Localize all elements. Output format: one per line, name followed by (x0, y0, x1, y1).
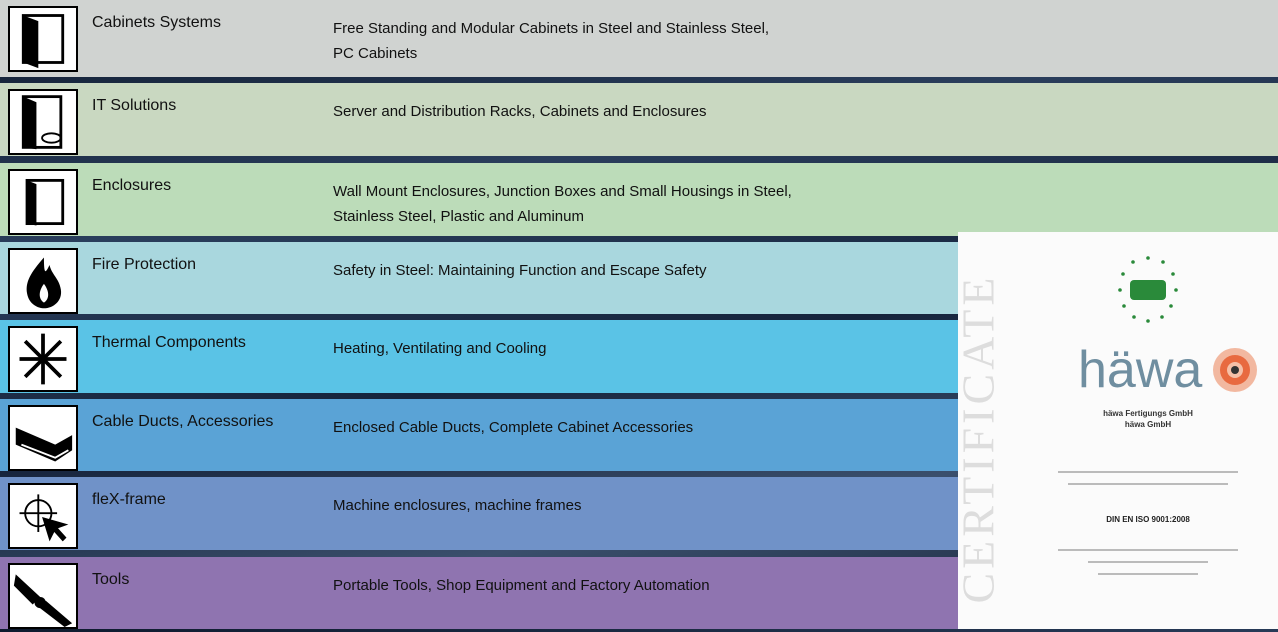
certificate: CERTIFICATE häwa häwa Fertigungs GmbH hä… (953, 232, 1278, 629)
category-name: Cabinets Systems (92, 14, 221, 31)
category-description: Heating, Ventilating and Cooling (333, 336, 547, 361)
category-icon (8, 248, 78, 314)
category-name: fleX-frame (92, 491, 166, 508)
description-line: PC Cabinets (333, 45, 418, 62)
description-line: Enclosed Cable Ducts, Complete Cabinet A… (333, 419, 694, 436)
category-description: Portable Tools, Shop Equipment and Facto… (333, 573, 710, 598)
category-icon (8, 563, 78, 629)
company-line: häwa GmbH (1124, 420, 1172, 429)
icon-graphic (25, 178, 65, 226)
category-name: Enclosures (92, 177, 172, 194)
category-name: Fire Protection (92, 256, 197, 273)
description-line: Stainless Steel, Plastic and Aluminum (333, 208, 584, 225)
icon-graphic (15, 427, 73, 462)
category-icon (8, 405, 78, 471)
icon-graphic (19, 333, 67, 385)
category-description: Server and Distribution Racks, Cabinets … (333, 99, 707, 124)
category-name: IT Solutions (92, 97, 177, 114)
icon-graphic (26, 257, 62, 309)
certificate-standard: DIN EN ISO 9001:2008 (1106, 515, 1190, 524)
description-line: Machine enclosures, machine frames (333, 497, 582, 514)
category-description: Safety in Steel: Maintaining Function an… (333, 258, 707, 283)
company-line: häwa Fertigungs GmbH (1103, 409, 1193, 418)
category-description: Machine enclosures, machine frames (333, 493, 581, 518)
category-description: Enclosed Cable Ducts, Complete Cabinet A… (333, 415, 693, 440)
category-icon (8, 169, 78, 235)
icon-graphic (21, 95, 63, 150)
category-icon (8, 89, 78, 155)
description-line: Heating, Ventilating and Cooling (333, 340, 547, 357)
category-row: Enclosures Wall Mount Enclosures, Junctio… (0, 163, 1278, 236)
category-icon (8, 326, 78, 392)
description-line: Free Standing and Modular Cabinets in St… (333, 20, 770, 37)
icon-graphic (19, 494, 69, 542)
certificate-brand: häwa (1078, 341, 1203, 399)
category-icon (8, 6, 78, 72)
category-name: Thermal Components (92, 334, 246, 351)
category-row: Cabinets Systems Free Standing and Modula… (0, 0, 1278, 77)
category-name: Tools (92, 571, 130, 588)
category-icon (8, 483, 78, 549)
description-line: Safety in Steel: Maintaining Function an… (333, 262, 707, 279)
certificate-logo (1058, 256, 1257, 575)
description-line: Wall Mount Enclosures, Junction Boxes an… (333, 183, 792, 200)
description-line: Server and Distribution Racks, Cabinets … (333, 103, 707, 120)
icon-graphic (21, 14, 65, 69)
category-row: IT Solutions Server and Distribution Rack… (0, 83, 1278, 156)
certificate-heading: CERTIFICATE (952, 273, 1004, 604)
description-line: Portable Tools, Shop Equipment and Facto… (333, 577, 710, 594)
category-description: Wall Mount Enclosures, Junction Boxes an… (333, 179, 792, 229)
category-name: Cable Ducts, Accessories (92, 413, 274, 430)
certificate-company: häwa Fertigungs GmbH häwa GmbH (1048, 408, 1248, 430)
icon-graphic (13, 574, 73, 627)
category-description: Free Standing and Modular Cabinets in St… (333, 16, 769, 66)
